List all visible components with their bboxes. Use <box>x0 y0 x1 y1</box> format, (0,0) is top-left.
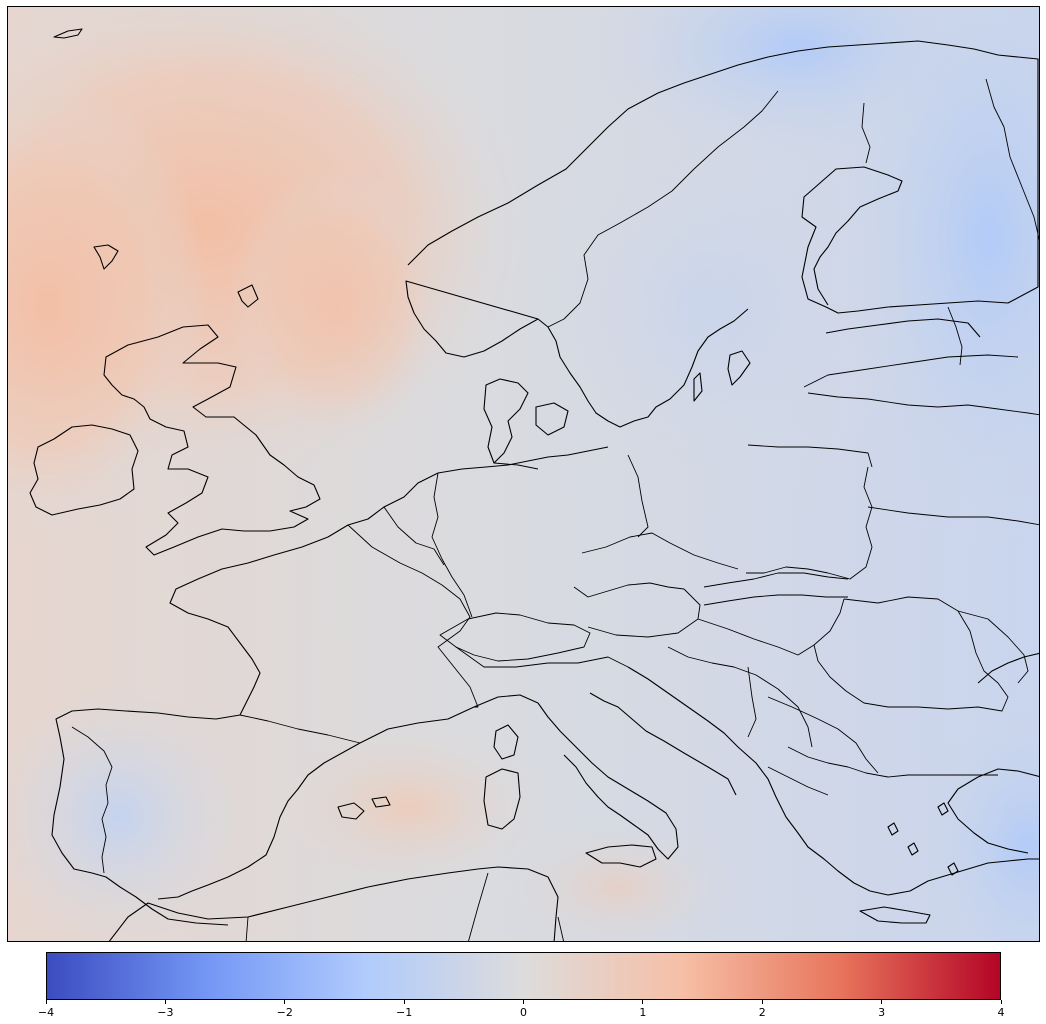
balkan-borders <box>667 646 998 796</box>
finland-russia-border <box>985 78 1039 241</box>
colorbar-tick-label: 2 <box>758 1006 766 1019</box>
romania-border <box>813 596 1009 712</box>
coastlines <box>29 28 1039 941</box>
jan-mayen-coast <box>53 28 83 39</box>
gulf-lion-coast <box>359 694 539 744</box>
colorbar-tick-mark <box>881 1000 883 1004</box>
colorbar-tick-label: 4 <box>997 1006 1005 1019</box>
mallorca-coast <box>337 802 365 820</box>
baltic-borders <box>803 306 1039 416</box>
north-africa-coast <box>108 866 559 941</box>
germany-poland-border <box>627 454 649 538</box>
france-spain-border <box>239 714 361 744</box>
italy-adriatic-coast <box>589 692 737 796</box>
sweden-finland-border <box>861 102 871 164</box>
map-panel <box>7 6 1040 942</box>
sicily-coast <box>585 844 657 868</box>
colorbar-tick-mark <box>284 1000 286 1004</box>
colorbar <box>46 952 1001 1000</box>
germany-austria-border <box>573 582 685 598</box>
colorbar-tick-mark <box>1000 1000 1002 1004</box>
colorbar-tick-mark <box>761 1000 763 1004</box>
oland-coast <box>693 372 703 402</box>
switzerland-border <box>439 612 591 662</box>
colorbar-tick-mark <box>523 1000 524 1004</box>
poland-north-border <box>747 444 873 468</box>
colorbar-tick-label: −1 <box>396 1006 413 1019</box>
black-sea-coast <box>977 652 1039 684</box>
slovakia-hungary-border <box>703 594 848 606</box>
poland-east-border <box>746 466 873 580</box>
balkan-coast <box>627 666 1039 896</box>
italy-coast <box>537 702 679 860</box>
colorbar-tick-label: 0 <box>520 1006 527 1019</box>
colorbar-tick-label: −4 <box>37 1006 55 1019</box>
norway-south-coast <box>405 280 539 358</box>
denmark-coast <box>483 378 529 464</box>
denmark-germany-border <box>493 462 539 470</box>
colorbar-tick-mark <box>45 1000 47 1004</box>
country-borders <box>71 78 1039 941</box>
spain-portugal-border <box>71 726 113 874</box>
hungary-border <box>697 598 845 656</box>
anatolia-coast <box>947 768 1039 854</box>
faroe-coast <box>93 244 119 270</box>
moldova-border <box>957 610 1029 684</box>
europe-map <box>8 7 1039 941</box>
north-africa-borders <box>245 872 565 941</box>
austria-border <box>587 588 701 638</box>
crete-coast <box>859 906 931 924</box>
italy-north-border <box>455 646 629 668</box>
shetland-coast <box>237 284 259 308</box>
scandinavia-coast <box>407 40 1039 314</box>
great-britain-coast <box>103 324 321 556</box>
germany-west-border <box>431 472 473 618</box>
germany-czech-border <box>581 532 739 570</box>
west-continent-coast <box>51 446 609 926</box>
colorbar-tick-label: 3 <box>878 1006 886 1019</box>
colorbar-tick-label: 1 <box>639 1006 647 1019</box>
colorbar-tick-label: −2 <box>276 1006 293 1019</box>
aegean-islands <box>887 802 959 876</box>
colorbar-tick-mark <box>164 1000 166 1004</box>
colorbar-fill <box>46 952 1001 1000</box>
sardinia-coast <box>483 768 521 830</box>
ireland-coast <box>29 424 139 516</box>
france-east-border <box>347 524 479 708</box>
belarus-ukraine-border <box>867 506 1039 526</box>
menorca-coast <box>371 796 391 808</box>
norway-sweden-border <box>547 90 779 328</box>
data-field <box>8 7 1039 941</box>
zealand-coast <box>535 402 569 436</box>
colorbar-tick-mark <box>642 1000 644 1004</box>
benelux-border <box>383 506 445 566</box>
sweden-coast <box>537 308 749 428</box>
estonia-coast <box>825 318 981 338</box>
corsica-coast <box>493 724 519 760</box>
colorbar-tick-label: −3 <box>157 1006 174 1019</box>
gotland-coast <box>727 350 751 386</box>
iberia-med-coast <box>157 742 361 900</box>
colorbar-tick-mark <box>403 1000 405 1004</box>
czech-slovakia-border <box>703 572 849 588</box>
